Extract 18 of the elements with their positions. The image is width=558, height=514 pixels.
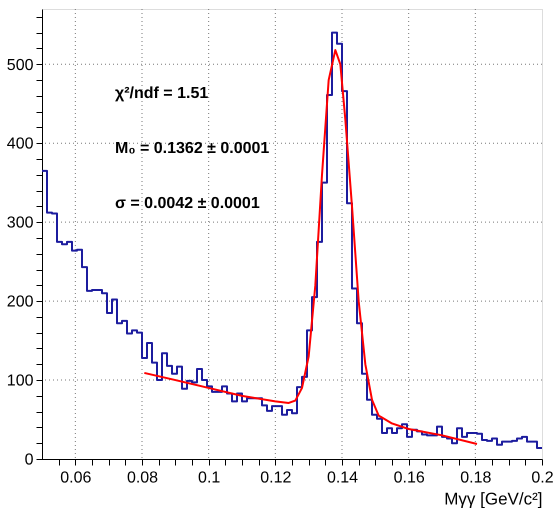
x-tick-label: 0.14: [326, 470, 358, 486]
y-tick-label: 200: [6, 294, 34, 311]
x-tick-label: 0.08: [126, 470, 158, 486]
x-tick-label: 0.06: [60, 470, 92, 486]
y-tick-label: 100: [6, 372, 34, 390]
x-tick-label: 0.18: [460, 470, 492, 486]
x-tick-label: 0.16: [394, 470, 425, 486]
x-tick-label: 0.2: [531, 470, 554, 486]
annotation: χ²/ndf = 1.51: [115, 85, 208, 102]
y-tick-label: 0: [24, 452, 34, 468]
y-tick-label: 400: [6, 136, 34, 153]
annotation: M₀ = 0.1362 ± 0.0001: [115, 140, 270, 157]
x-axis-title: Mγγ [GeV/c²]: [444, 490, 542, 508]
x-tick-label: 0.12: [260, 470, 292, 486]
x-tick-label: 0.1: [198, 470, 220, 486]
y-tick-label: 300: [6, 214, 34, 232]
annotation: σ = 0.0042 ± 0.0001: [115, 195, 260, 212]
y-tick-label: 500: [6, 56, 34, 74]
